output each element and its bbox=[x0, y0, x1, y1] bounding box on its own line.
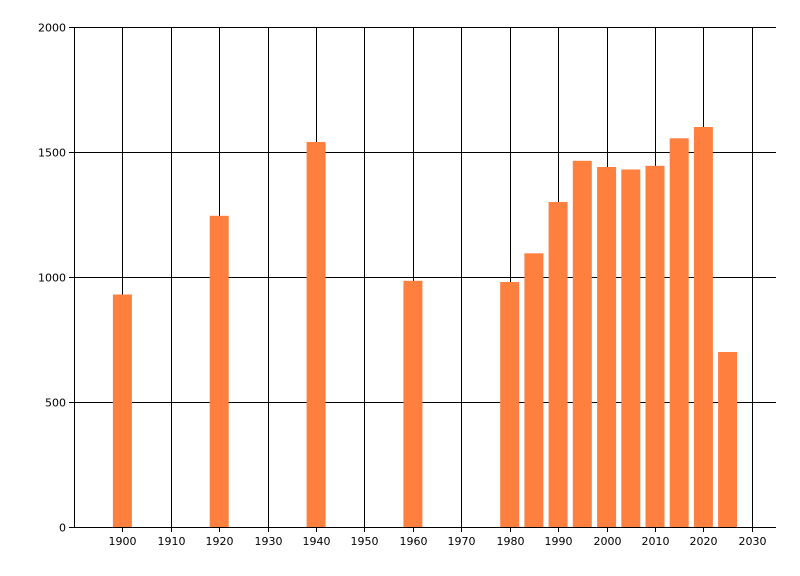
axes bbox=[69, 27, 776, 532]
x-tick-label: 2020 bbox=[690, 535, 718, 548]
bar bbox=[500, 282, 520, 527]
bar bbox=[209, 215, 229, 528]
x-tick-label: 2000 bbox=[594, 535, 622, 548]
bar bbox=[403, 280, 423, 528]
y-tick-label: 1500 bbox=[38, 147, 66, 160]
bar bbox=[572, 160, 592, 528]
bar bbox=[306, 142, 326, 527]
x-tick-label: 2030 bbox=[739, 535, 767, 548]
x-tick-label: 1960 bbox=[400, 535, 428, 548]
x-tick-label: 1980 bbox=[497, 535, 525, 548]
x-tick-label: 1920 bbox=[206, 535, 234, 548]
y-tick-label: 1000 bbox=[38, 272, 66, 285]
bar bbox=[693, 127, 713, 527]
bar bbox=[669, 138, 689, 528]
x-tick-label: 2010 bbox=[642, 535, 670, 548]
bar bbox=[524, 253, 544, 528]
x-tick-label: 1950 bbox=[351, 535, 379, 548]
bar bbox=[548, 202, 568, 527]
y-tick-label: 2000 bbox=[38, 22, 66, 35]
x-tick-label: 1940 bbox=[303, 535, 331, 548]
bar bbox=[718, 352, 738, 527]
tick-labels: 1900 1910 1920 1930 1940 1950 1960 1970 1980 1990… bbox=[38, 22, 767, 549]
bars bbox=[112, 127, 738, 528]
x-tick-label: 1910 bbox=[158, 535, 186, 548]
bar bbox=[621, 169, 641, 527]
bar bbox=[112, 294, 132, 527]
bar bbox=[645, 165, 665, 528]
y-tick-label: 500 bbox=[45, 397, 66, 410]
y-tick-label: 0 bbox=[59, 522, 66, 535]
x-tick-label: 1900 bbox=[109, 535, 137, 548]
x-tick-label: 1990 bbox=[545, 535, 573, 548]
bar bbox=[597, 167, 617, 527]
x-tick-label: 1970 bbox=[448, 535, 476, 548]
x-tick-label: 1930 bbox=[255, 535, 283, 548]
